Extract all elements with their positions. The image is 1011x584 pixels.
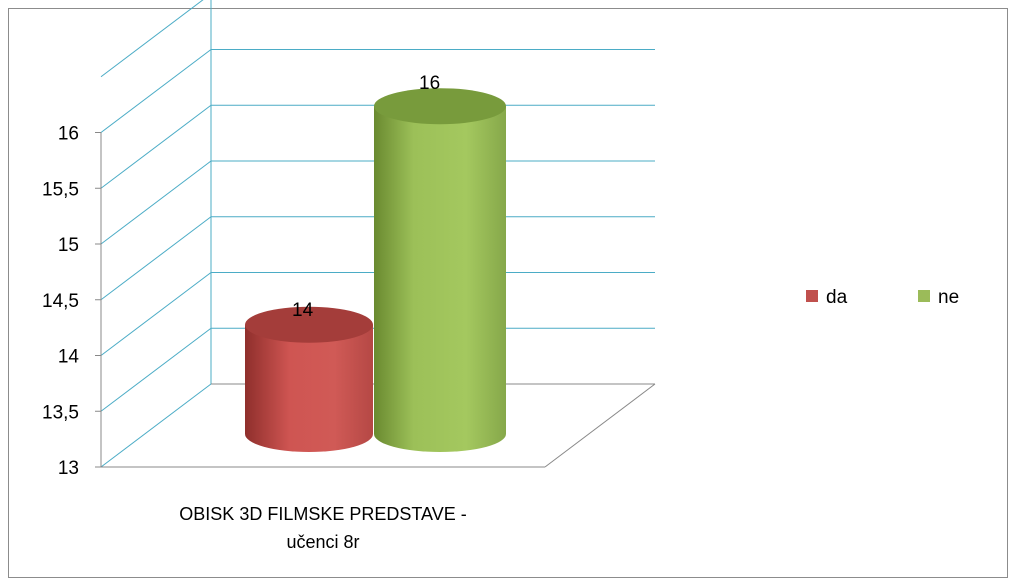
legend-label-ne: ne — [938, 287, 959, 308]
chart-frame — [8, 8, 1008, 578]
bar-da — [245, 306, 373, 452]
bar-body-ne — [374, 106, 506, 452]
y-tick-label: 15 — [58, 235, 79, 256]
side-gridline — [100, 49, 212, 133]
floor-right-edge — [544, 383, 656, 468]
bars-layer — [245, 88, 506, 452]
side-gridline — [100, 160, 212, 245]
side-gridline — [100, 383, 212, 468]
side-gridline — [100, 104, 212, 189]
bar-top-ne — [374, 88, 506, 125]
y-tick-label: 14,5 — [42, 291, 79, 312]
side-gridline — [100, 327, 212, 412]
data-label-ne: 16 — [419, 73, 440, 94]
bar-top-da — [245, 306, 373, 343]
y-tick-label: 13,5 — [42, 402, 79, 423]
legend-swatch-ne — [918, 290, 930, 302]
category-label-line: OBISK 3D FILMSKE PREDSTAVE - — [179, 504, 466, 524]
side-gridline — [100, 216, 212, 301]
labels-layer: 14 16 OBISK 3D FILMSKE PREDSTAVE - učenci 8… — [179, 73, 466, 552]
category-label-line: učenci 8r — [286, 532, 359, 552]
bar-body-da — [245, 324, 373, 452]
y-tick-label: 16 — [58, 124, 79, 145]
side-gridline — [100, 272, 212, 356]
y-tick-label: 14 — [58, 347, 80, 368]
bar-ne — [374, 88, 506, 452]
legend-swatch-da — [806, 290, 818, 302]
side-gridline — [100, 0, 204, 78]
y-tick-label: 13 — [58, 458, 79, 479]
legend: da ne — [806, 287, 959, 308]
y-tick-label: 15,5 — [42, 179, 79, 200]
legend-label-da: da — [826, 287, 848, 308]
data-label-da: 14 — [292, 300, 314, 321]
